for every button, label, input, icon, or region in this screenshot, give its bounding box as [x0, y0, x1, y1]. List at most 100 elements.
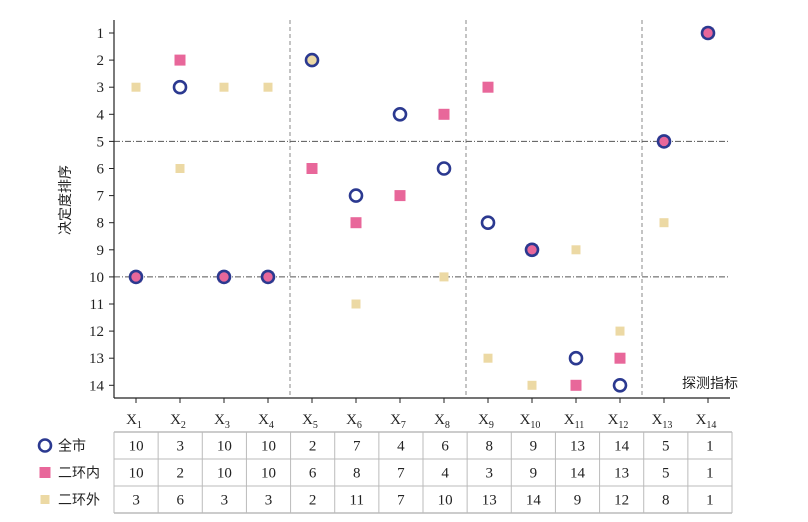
x-tick-label: X1: [126, 412, 142, 431]
y-axis-label: 决定度排序: [58, 165, 74, 235]
x-tick-label: X8: [434, 412, 450, 431]
x-tick-label: X13: [652, 412, 673, 431]
table-cell: 2: [309, 493, 317, 509]
table-cell: 6: [176, 493, 184, 509]
table-cell: 3: [132, 493, 140, 509]
table-cell: 8: [485, 439, 493, 455]
point-city: [612, 377, 628, 393]
x-tick-label: X11: [564, 412, 584, 431]
point-outer-ring: [263, 82, 273, 92]
point-outer-ring: [615, 326, 625, 336]
legend-marker-inner-ring: [39, 467, 51, 478]
table-cell: 10: [438, 493, 453, 509]
table-cell: 1: [706, 439, 714, 455]
table-cell: 4: [397, 439, 405, 455]
table-cell: 3: [265, 493, 273, 509]
point-outer-ring: [571, 245, 581, 255]
point-city: [392, 107, 408, 122]
y-tick-label: 4: [97, 107, 105, 123]
table-cell: 14: [614, 439, 630, 455]
point-inner-ring: [350, 217, 362, 229]
marks-layer: [128, 25, 716, 393]
point-outer-ring: [439, 272, 449, 282]
point-inner-ring: [438, 108, 450, 120]
point-inner-ring: [394, 190, 406, 202]
x-tick-label: X10: [520, 412, 541, 431]
table-cell: 2: [309, 439, 317, 455]
y-tick-label: 8: [97, 216, 105, 232]
table-cell: 4: [441, 466, 449, 482]
point-inner-ring: [570, 379, 582, 391]
table-cell: 12: [614, 493, 629, 509]
legend-label: 二环外: [58, 493, 100, 509]
table-cell: 14: [570, 466, 586, 482]
table-cell: 10: [261, 439, 276, 455]
table-cell: 3: [221, 493, 229, 509]
y-tick-label: 10: [89, 270, 104, 286]
y-tick-label: 11: [90, 297, 104, 313]
point-outer-ring: [483, 353, 493, 363]
y-tick-label: 13: [89, 351, 104, 367]
table-cell: 13: [482, 493, 497, 509]
table-cell: 5: [662, 439, 670, 455]
table-cell: 8: [662, 493, 670, 509]
table-cell: 6: [441, 439, 449, 455]
table-cell: 7: [353, 439, 361, 455]
x-tick-label: X12: [608, 412, 629, 431]
point-outer-ring: [351, 299, 361, 309]
point-city: [172, 79, 188, 95]
table-cell: 7: [397, 493, 405, 509]
x-tick-label: X14: [696, 412, 717, 431]
table-cell: 2: [176, 466, 184, 482]
x-tick-label: X3: [214, 412, 230, 431]
table-cell: 10: [261, 466, 276, 482]
point-city: [568, 350, 584, 366]
legend-label: 二环内: [58, 466, 100, 482]
table-cell: 9: [530, 466, 538, 482]
x-tick-label: X7: [390, 412, 406, 431]
table-cell: 13: [614, 466, 629, 482]
table-cell: 10: [129, 466, 144, 482]
point-city: [656, 134, 672, 149]
point-inner-ring: [306, 163, 318, 174]
table-cell: 10: [217, 466, 232, 482]
table-cell: 5: [662, 466, 670, 482]
point-city: [348, 188, 364, 203]
y-tick-label: 14: [89, 378, 105, 394]
point-inner-ring: [614, 352, 626, 364]
point-city: [436, 161, 452, 176]
y-tick-label: 7: [97, 189, 105, 205]
x-tick-label: X2: [170, 412, 186, 431]
table-cell: 9: [574, 493, 582, 509]
point-city: [260, 269, 276, 285]
legend-marker-outer-ring: [40, 495, 50, 504]
x-tick-label: X4: [258, 412, 274, 431]
point-inner-ring: [174, 54, 186, 66]
table-cell: 14: [526, 493, 542, 509]
legend-label: 全市: [58, 438, 86, 455]
point-city: [480, 215, 496, 230]
point-outer-ring: [175, 164, 185, 173]
table-cell: 9: [530, 439, 538, 455]
y-tick-label: 3: [97, 80, 105, 96]
table-cell: 1: [706, 466, 714, 482]
y-tick-label: 12: [89, 324, 104, 340]
point-outer-ring: [219, 82, 229, 92]
y-tick-label: 2: [97, 53, 105, 69]
table-cell: 8: [353, 466, 361, 482]
point-outer-ring: [659, 218, 669, 228]
y-tick-label: 6: [97, 162, 105, 178]
legend-marker-city: [37, 438, 53, 453]
table-cell: 6: [309, 466, 317, 482]
table-cell: 3: [485, 466, 493, 482]
table-cell: 7: [397, 466, 405, 482]
table-cell: 11: [350, 493, 364, 509]
table-cell: 3: [176, 439, 184, 455]
y-tick-label: 5: [97, 134, 105, 150]
table-cell: 10: [129, 439, 144, 455]
x-tick-label: X6: [346, 412, 362, 431]
table-cell: 1: [706, 493, 714, 509]
point-outer-ring: [527, 380, 537, 390]
